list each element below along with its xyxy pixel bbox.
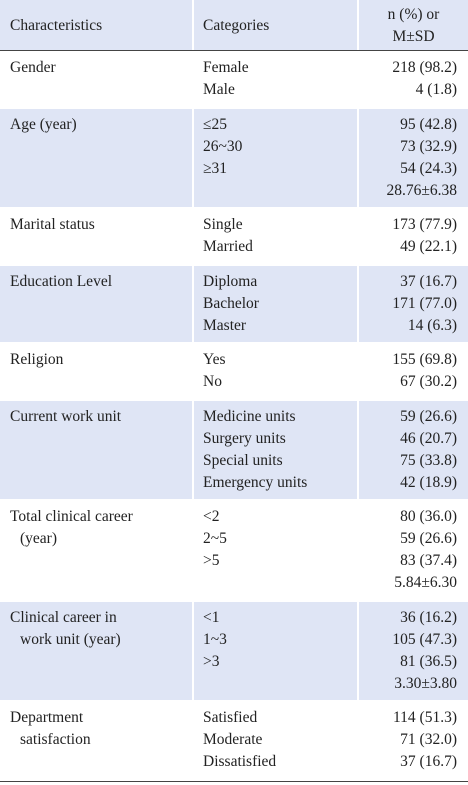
row-shade bbox=[194, 108, 357, 207]
value: 67 (30.2) bbox=[400, 373, 457, 390]
row-shade bbox=[0, 265, 192, 342]
row-shade bbox=[359, 108, 468, 207]
category: Male bbox=[203, 81, 235, 98]
category: Single bbox=[203, 216, 243, 233]
value: 36 (16.2) bbox=[400, 608, 457, 626]
category: >3 bbox=[203, 652, 220, 670]
category: Medicine units bbox=[203, 407, 296, 425]
value: 37 (16.7) bbox=[400, 753, 457, 770]
row-shade bbox=[194, 0, 357, 50]
category: ≤25 bbox=[203, 115, 228, 133]
category: Bachelor bbox=[203, 294, 259, 312]
row-shade bbox=[0, 400, 192, 499]
characteristic: satisfaction bbox=[20, 731, 91, 748]
characteristic: Education Level bbox=[10, 272, 112, 290]
characteristic: Department bbox=[10, 709, 84, 726]
value: 59 (26.6) bbox=[400, 407, 457, 425]
category: 2~5 bbox=[203, 530, 227, 547]
category: Female bbox=[203, 59, 249, 76]
category: Married bbox=[203, 238, 253, 255]
category: Dissatisfied bbox=[203, 753, 277, 770]
characteristic: Marital status bbox=[10, 216, 95, 233]
value: 73 (32.9) bbox=[400, 137, 457, 155]
characteristic: Age (year) bbox=[10, 115, 77, 133]
value: 28.76±6.38 bbox=[386, 181, 457, 199]
category: <1 bbox=[203, 608, 220, 626]
category: Emergency units bbox=[203, 473, 308, 491]
category: <2 bbox=[203, 508, 220, 525]
row-shade bbox=[0, 0, 192, 50]
row-shade bbox=[194, 265, 357, 342]
header-cell: Characteristics bbox=[10, 17, 103, 34]
characteristic: Gender bbox=[10, 59, 56, 76]
header-cell: n (%) or bbox=[387, 6, 440, 23]
value: 54 (24.3) bbox=[400, 159, 457, 177]
category: No bbox=[203, 373, 222, 390]
value: 5.84±6.30 bbox=[394, 574, 457, 591]
row-shade bbox=[359, 400, 468, 499]
category: Master bbox=[203, 316, 247, 334]
value: 46 (20.7) bbox=[400, 429, 457, 447]
category: >5 bbox=[203, 552, 220, 569]
characteristic: Religion bbox=[10, 351, 64, 368]
category: 1~3 bbox=[203, 630, 227, 648]
value: 114 (51.3) bbox=[393, 709, 457, 726]
value: 83 (37.4) bbox=[400, 552, 457, 569]
row-shade bbox=[194, 400, 357, 499]
value: 80 (36.0) bbox=[400, 508, 457, 525]
value: 218 (98.2) bbox=[392, 59, 457, 76]
value: 37 (16.7) bbox=[400, 272, 457, 290]
row-shade bbox=[359, 265, 468, 342]
value: 71 (32.0) bbox=[400, 731, 457, 748]
characteristic: Total clinical career bbox=[10, 508, 133, 525]
row-shade bbox=[0, 108, 192, 207]
row-shade bbox=[359, 0, 468, 50]
category: Moderate bbox=[203, 731, 263, 748]
category: Satisfied bbox=[203, 709, 258, 726]
category: Special units bbox=[203, 451, 283, 469]
characteristic: (year) bbox=[20, 530, 57, 547]
category: Diploma bbox=[203, 272, 258, 290]
value: 3.30±3.80 bbox=[394, 674, 457, 692]
value: 173 (77.9) bbox=[392, 216, 457, 233]
characteristic: work unit (year) bbox=[20, 630, 121, 648]
value: 171 (77.0) bbox=[392, 294, 457, 312]
category: Surgery units bbox=[203, 429, 286, 447]
value: 95 (42.8) bbox=[400, 115, 457, 133]
value: 81 (36.5) bbox=[400, 652, 457, 670]
category: ≥31 bbox=[203, 159, 228, 177]
value: 4 (1.8) bbox=[415, 81, 457, 98]
value: 59 (26.6) bbox=[400, 530, 457, 547]
characteristic: Current work unit bbox=[10, 407, 122, 425]
value: 155 (69.8) bbox=[392, 351, 457, 368]
bottom-rule bbox=[0, 780, 468, 782]
value: 42 (18.9) bbox=[400, 473, 457, 491]
row-shade bbox=[359, 601, 468, 700]
value: 14 (6.3) bbox=[407, 316, 457, 334]
characteristic: Clinical career in bbox=[10, 608, 117, 626]
header-rule bbox=[0, 50, 468, 51]
row-shade bbox=[194, 601, 357, 700]
value: 75 (33.8) bbox=[400, 451, 457, 469]
category: 26~30 bbox=[203, 137, 243, 155]
header-cell: M±SD bbox=[392, 28, 435, 45]
row-shade bbox=[0, 601, 192, 700]
header-cell: Categories bbox=[203, 17, 270, 34]
value: 49 (22.1) bbox=[400, 238, 457, 255]
category: Yes bbox=[203, 351, 226, 368]
value: 105 (47.3) bbox=[392, 630, 457, 648]
